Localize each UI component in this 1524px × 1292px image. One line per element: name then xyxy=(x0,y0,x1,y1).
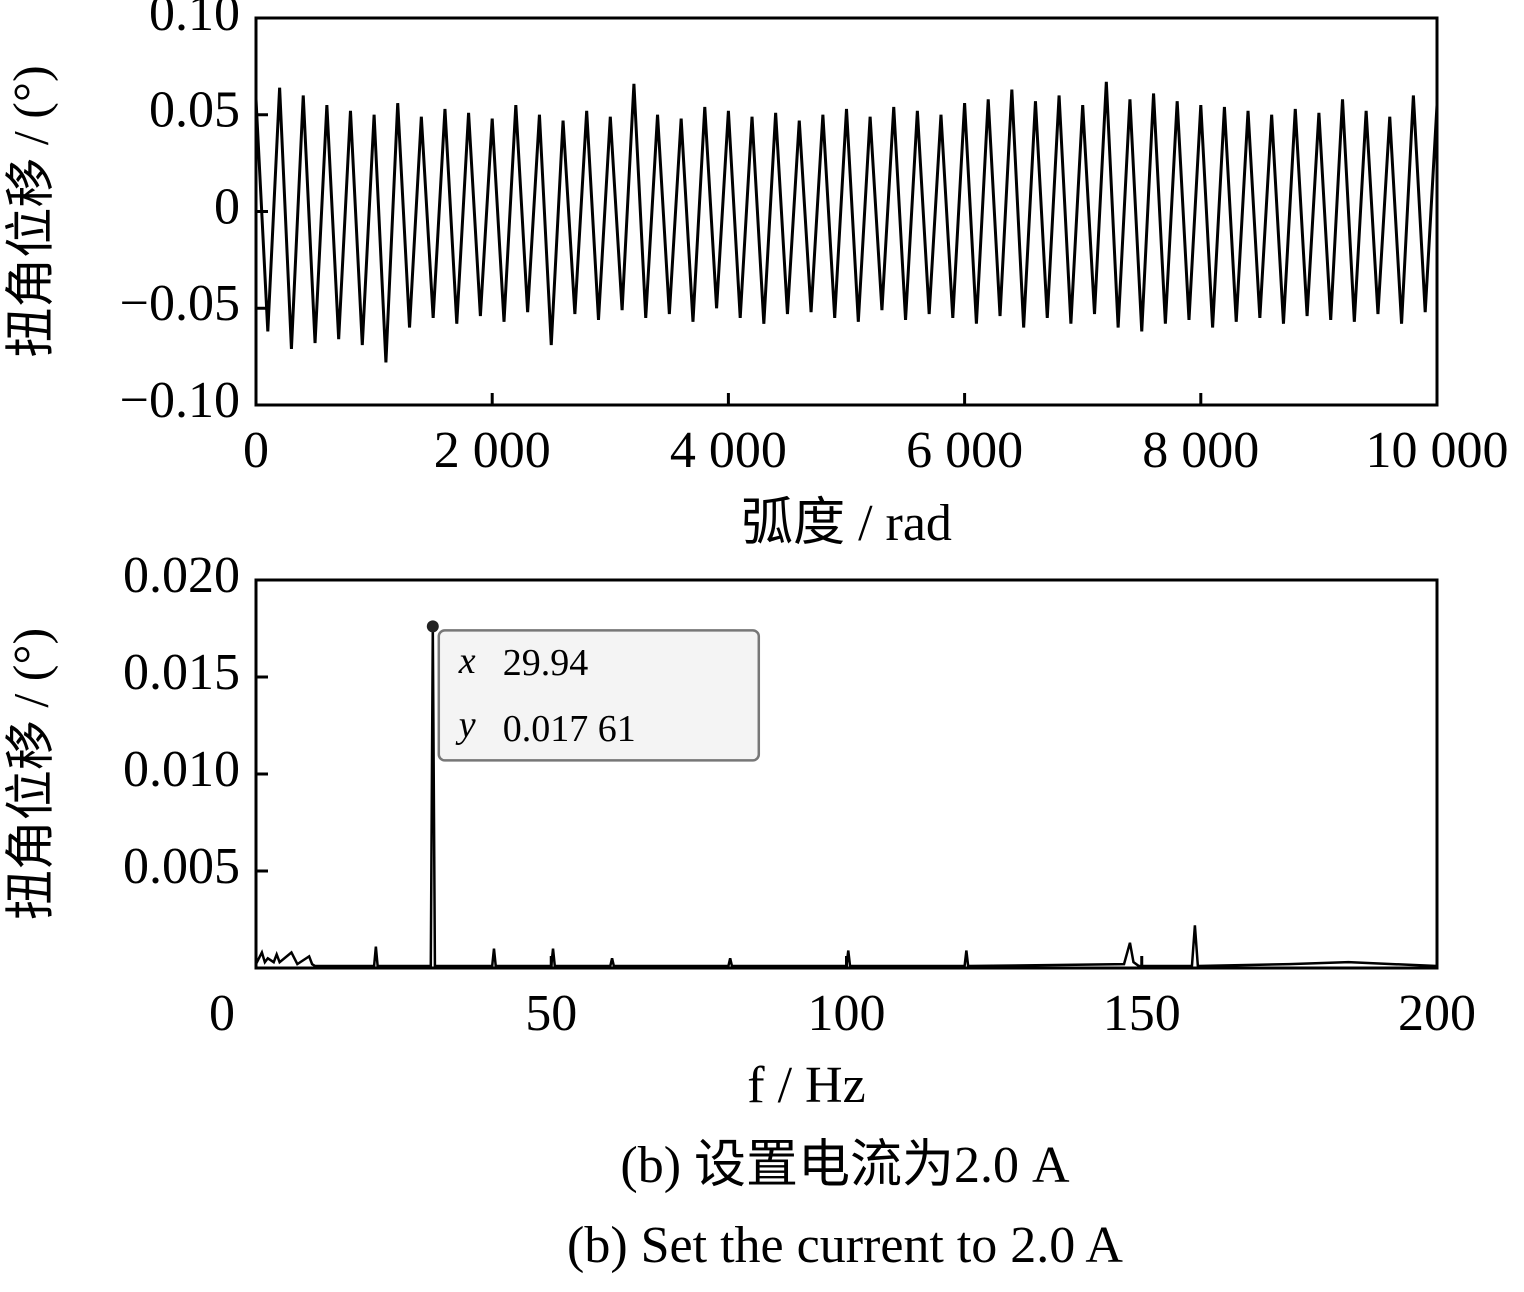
datatip: x 29.94 y 0.017 61 xyxy=(437,629,761,762)
datatip-y-name: y xyxy=(455,704,476,746)
y-tick-label: 0 xyxy=(214,178,240,235)
x-axis-label: 弧度 / rad xyxy=(741,495,952,552)
datatip-y-value: 0.017 61 xyxy=(503,708,636,750)
x-tick-label: 4 000 xyxy=(670,422,787,479)
y-tick-label: 0.020 xyxy=(123,547,240,604)
y-tick-label: −0.05 xyxy=(120,275,240,332)
x-tick-label: 8 000 xyxy=(1142,422,1259,479)
datatip-x-name: x xyxy=(458,640,476,682)
y-axis-label: 扭角位移 / (°) xyxy=(2,65,58,357)
y-axis-label: 扭角位移 / (°) xyxy=(2,628,58,920)
data-line xyxy=(254,81,1439,363)
caption-cn: (b) 设置电流为2.0 A xyxy=(620,1137,1070,1194)
x-tick-label: 150 xyxy=(1103,985,1181,1042)
datatip-marker xyxy=(426,620,439,633)
y-tick-label: 0.005 xyxy=(123,838,240,895)
y-tick-label: 0.015 xyxy=(123,644,240,701)
caption-en: (b) Set the current to 2.0 A xyxy=(567,1217,1123,1274)
x-tick-label: 200 xyxy=(1398,985,1476,1042)
x-tick-label: 6 000 xyxy=(906,422,1023,479)
y-tick-label: 0.010 xyxy=(123,741,240,798)
x-tick-label: 50 xyxy=(525,985,577,1042)
x-tick-label: 10 000 xyxy=(1366,422,1509,479)
y-tick-label: 0.10 xyxy=(149,0,240,42)
data-line xyxy=(254,626,1438,968)
y-tick-label: 0.05 xyxy=(149,82,240,139)
y-tick-label: −0.10 xyxy=(120,372,240,429)
datatip-box xyxy=(437,629,761,762)
x-tick-label: 0 xyxy=(209,985,235,1042)
x-tick-label: 2 000 xyxy=(434,422,551,479)
datatip-x-value: 29.94 xyxy=(503,642,588,684)
plot-frame xyxy=(254,16,1439,407)
x-tick-label: 100 xyxy=(808,985,886,1042)
x-tick-label: 0 xyxy=(243,422,269,479)
x-axis-label: f / Hz xyxy=(747,1057,865,1114)
